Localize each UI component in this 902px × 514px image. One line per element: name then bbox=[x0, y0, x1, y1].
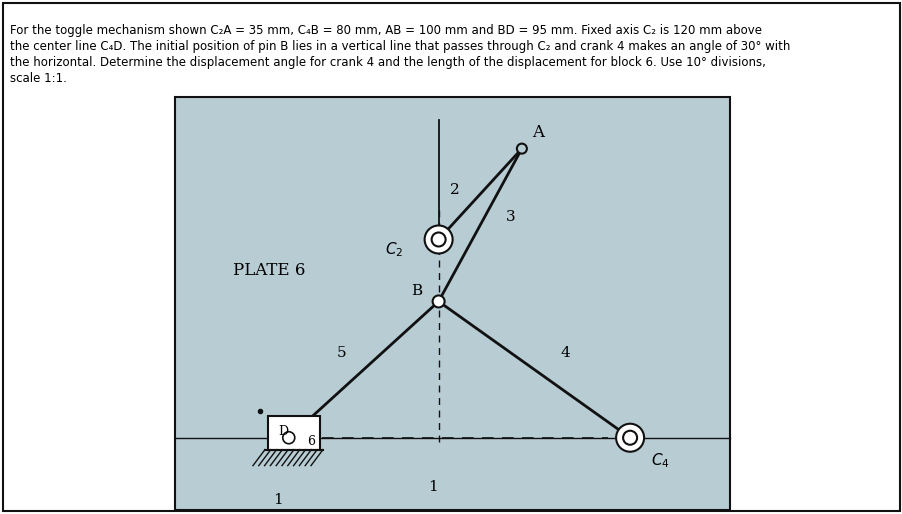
Text: scale 1:1.: scale 1:1. bbox=[10, 72, 67, 85]
Text: the center line C₄D. The initial position of pin B lies in a vertical line that : the center line C₄D. The initial positio… bbox=[10, 40, 789, 53]
Circle shape bbox=[424, 226, 452, 253]
Circle shape bbox=[516, 143, 526, 154]
Text: B: B bbox=[410, 284, 421, 298]
Bar bbox=[175, 97, 729, 510]
Circle shape bbox=[615, 424, 643, 452]
Text: 6: 6 bbox=[307, 435, 315, 448]
Text: 5: 5 bbox=[336, 346, 346, 360]
Circle shape bbox=[622, 431, 637, 445]
Text: the horizontal. Determine the displacement angle for crank 4 and the length of t: the horizontal. Determine the displaceme… bbox=[10, 56, 765, 69]
Text: $C_4$: $C_4$ bbox=[650, 451, 669, 470]
Bar bbox=[268, 416, 319, 450]
Text: 1: 1 bbox=[272, 493, 282, 507]
Text: 4: 4 bbox=[559, 346, 569, 360]
Text: For the toggle mechanism shown C₂A = 35 mm, C₄B = 80 mm, AB = 100 mm and BD = 95: For the toggle mechanism shown C₂A = 35 … bbox=[10, 24, 761, 37]
Text: 1: 1 bbox=[428, 480, 437, 494]
Text: D: D bbox=[278, 425, 288, 438]
Circle shape bbox=[282, 432, 294, 444]
Text: 2: 2 bbox=[450, 183, 460, 197]
Text: PLATE 6: PLATE 6 bbox=[233, 262, 305, 279]
Circle shape bbox=[431, 232, 445, 247]
Text: 3: 3 bbox=[505, 210, 515, 224]
Circle shape bbox=[432, 296, 444, 307]
Text: A: A bbox=[532, 123, 544, 141]
Text: $C_2$: $C_2$ bbox=[384, 241, 403, 259]
